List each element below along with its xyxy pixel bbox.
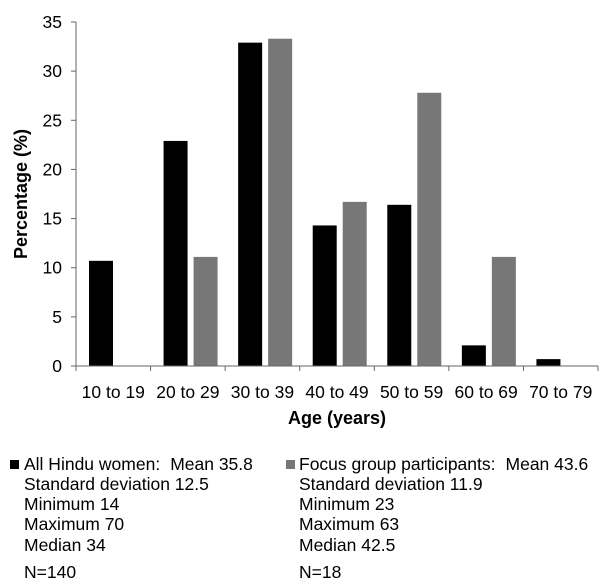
bar-all-hindu-women-30-to-39 [238, 42, 263, 366]
bar-chart: 10 to 19 20 to 29 30 to 39 40 to 49 50 to 59… [11, 12, 599, 428]
x-tick-label-30-to-39: 30 to 39 [231, 382, 294, 402]
bars-group [89, 38, 561, 367]
legend-swatch-focus-group-participants [286, 460, 295, 469]
x-axis-title: Age (years) [288, 408, 386, 428]
legend-mean: Mean 43.6 [505, 454, 589, 474]
legend-mean: Mean 35.8 [170, 454, 253, 474]
legend-median: Median 34 [24, 535, 106, 555]
bar-focus-group-participants-30-to-39 [268, 38, 293, 367]
x-tick-label-70-to-79: 70 to 79 [529, 382, 592, 402]
bar-focus-group-participants-40-to-49 [342, 201, 367, 366]
y-tick-label: 15 [43, 209, 62, 229]
bar-focus-group-participants-20-to-29 [193, 256, 218, 366]
legend-header: Focus group participants: Mean 43.6 [299, 454, 588, 474]
bar-focus-group-participants-60-to-69 [491, 256, 516, 366]
x-tick-label-50-to-59: 50 to 59 [380, 382, 443, 402]
legend-series-name: All Hindu women [24, 454, 156, 474]
legend-maximum: Maximum 70 [24, 514, 125, 534]
legend-minimum: Minimum 23 [299, 494, 395, 514]
y-tick-label: 35 [43, 12, 62, 32]
legend-sample-size: N=18 [299, 562, 342, 582]
legend-minimum: Minimum 14 [24, 494, 120, 514]
legend-name-suffix: : [155, 454, 161, 474]
y-tick-label: 5 [52, 307, 62, 327]
x-axis-ticks: 10 to 19 20 to 29 30 to 39 40 to 49 50 to 59… [75, 366, 599, 402]
y-tick-label: 30 [43, 61, 63, 81]
y-tick-label: 25 [43, 110, 62, 130]
legend-median: Median 42.5 [299, 535, 396, 555]
bar-all-hindu-women-20-to-29 [163, 140, 188, 366]
legend-maximum: Maximum 63 [299, 514, 400, 534]
bar-all-hindu-women-50-to-59 [387, 204, 412, 366]
x-tick-label-20-to-29: 20 to 29 [156, 382, 219, 402]
y-tick-label: 10 [43, 258, 63, 278]
x-tick-label-60-to-69: 60 to 69 [455, 382, 518, 402]
y-tick-label: 20 [43, 159, 63, 179]
y-axis-title: Percentage (%) [11, 129, 31, 259]
x-tick-label-40-to-49: 40 to 49 [305, 382, 368, 402]
bar-all-hindu-women-10-to-19 [89, 260, 113, 366]
y-tick-label: 0 [52, 356, 62, 376]
legend-series-name: Focus group participants [299, 454, 491, 474]
legend-name-suffix: : [490, 454, 496, 474]
bar-focus-group-participants-50-to-59 [417, 92, 442, 367]
bar-all-hindu-women-40-to-49 [312, 225, 337, 366]
legend-standard-deviation: Standard deviation 12.5 [24, 474, 209, 494]
legend-sample-size: N=140 [24, 562, 77, 582]
y-axis-ticks: 0 5 10 15 20 25 30 35 [43, 12, 76, 376]
legend-header: All Hindu women: Mean 35.8 [24, 454, 253, 474]
bar-all-hindu-women-60-to-69 [461, 345, 486, 366]
legend-standard-deviation: Standard deviation 11.9 [299, 474, 483, 494]
x-tick-label-10-to-19: 10 to 19 [82, 382, 145, 402]
bar-all-hindu-women-70-to-79 [536, 359, 561, 366]
legend-swatch-all-hindu-women [10, 460, 19, 469]
